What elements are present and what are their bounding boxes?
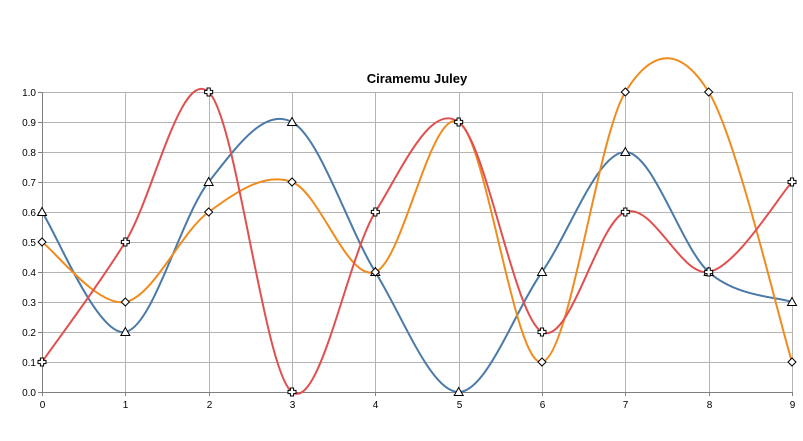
- x-tick-label: 5: [457, 400, 463, 411]
- x-tick-label: 3: [290, 400, 296, 411]
- diamond-marker: [787, 357, 797, 367]
- cross-marker: [537, 327, 547, 337]
- chart-title: Ciramemu Juley: [367, 71, 468, 86]
- triangle-marker: [286, 116, 298, 126]
- cross-marker: [287, 387, 297, 397]
- x-tick-label: 4: [373, 400, 379, 411]
- triangle-marker: [453, 386, 465, 396]
- x-tick-label: 6: [540, 400, 546, 411]
- y-tick-label: 0.9: [22, 118, 36, 129]
- cross-marker: [704, 267, 714, 277]
- diamond-marker: [703, 87, 714, 97]
- cross-marker: [787, 177, 797, 187]
- cross-marker: [204, 87, 214, 97]
- series-line-1: [41, 117, 793, 393]
- x-tick-label: 1: [123, 400, 129, 411]
- y-tick-label: 0.8: [22, 148, 36, 159]
- y-tick-label: 0.6: [22, 208, 36, 219]
- y-tick-label: 0.7: [22, 178, 36, 189]
- triangle-marker: [786, 296, 798, 306]
- diamond-marker: [37, 237, 47, 247]
- cross-marker: [120, 237, 130, 247]
- x-tick-label: 9: [790, 400, 796, 411]
- cross-marker: [620, 207, 630, 217]
- axes: [38, 92, 793, 396]
- series-markers: [36, 87, 798, 397]
- x-tick-label: 2: [207, 400, 213, 411]
- series-lines: [41, 57, 793, 395]
- triangle-marker: [36, 206, 48, 216]
- diamond-marker: [203, 207, 214, 217]
- diamond-marker: [620, 87, 631, 97]
- x-tick-label: 0: [40, 400, 46, 411]
- diamond-marker: [287, 177, 297, 187]
- x-tick-label: 8: [707, 400, 713, 411]
- y-tick-label: 0.0: [22, 388, 36, 399]
- y-tick-label: 0.5: [22, 238, 36, 249]
- y-tick-label: 0.2: [22, 328, 36, 339]
- diamond-marker: [370, 267, 381, 277]
- triangle-marker: [619, 146, 631, 156]
- triangle-marker: [203, 176, 215, 186]
- y-tick-label: 0.3: [22, 298, 36, 309]
- triangle-marker: [119, 326, 131, 336]
- cross-marker: [454, 117, 464, 127]
- x-tick-label: 7: [623, 400, 629, 411]
- tick-labels: 0.0 0.1 0.2 0.3 0.4 0.5 0.6 0.7 0.8 0.9 1.0 0 1 2 3 4 5 6…: [22, 88, 796, 411]
- y-tick-label: 1.0: [22, 88, 36, 99]
- diamond-marker: [537, 357, 547, 367]
- triangle-marker: [536, 266, 548, 276]
- y-tick-label: 0.1: [22, 358, 36, 369]
- cross-marker: [370, 207, 380, 217]
- cross-marker: [37, 357, 47, 367]
- series-line-3: [41, 88, 793, 395]
- series-line-2: [41, 57, 793, 363]
- y-tick-label: 0.4: [22, 268, 36, 279]
- diamond-marker: [120, 297, 131, 307]
